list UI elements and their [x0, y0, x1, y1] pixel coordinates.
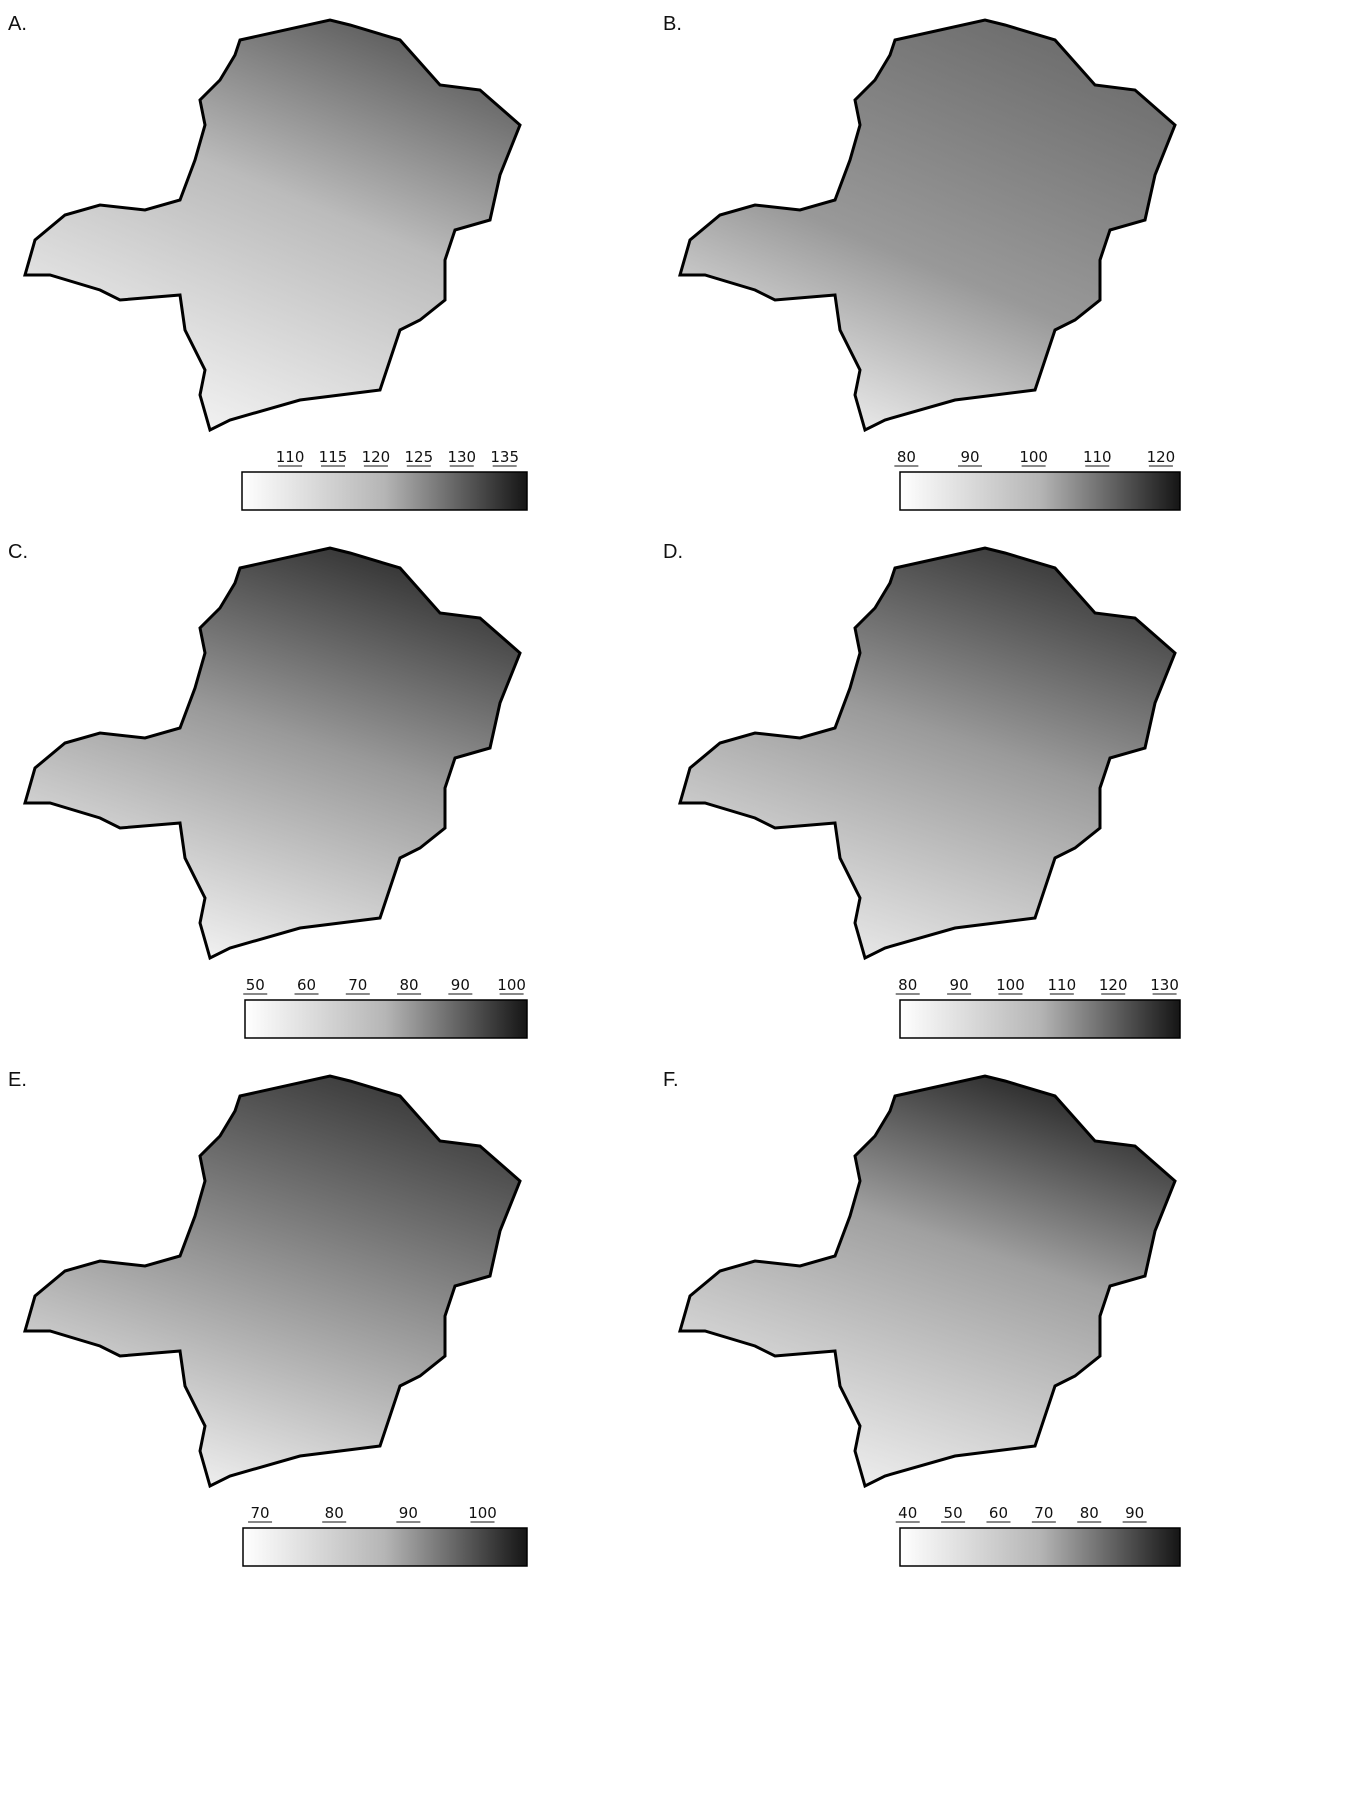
color-scale [245, 1000, 527, 1038]
state-map [25, 1076, 520, 1486]
scale-tick-label: 115 [319, 448, 348, 466]
color-scale [243, 1528, 527, 1566]
scale-tick-label: 80 [897, 448, 916, 466]
panel-label: B. [663, 13, 682, 35]
panel-label: F. [663, 1069, 679, 1091]
scale-tick-label: 125 [405, 448, 434, 466]
map-panel: F. 40 50 60 70 80 90 [663, 1069, 1180, 1566]
scale-tick-label: 80 [898, 976, 917, 994]
scale-tick-label: 80 [325, 1504, 344, 1522]
scale-tick-label: 80 [400, 976, 419, 994]
map-panel: E. 70 80 90 100 [8, 1069, 527, 1566]
state-map [680, 1076, 1175, 1486]
map-panel: B. 80 90 100 110 120 [663, 13, 1180, 510]
color-scale [242, 472, 527, 510]
scale-tick-label: 90 [950, 976, 969, 994]
state-map [25, 20, 520, 430]
scale-tick-label: 100 [468, 1504, 497, 1522]
scale-tick-label: 100 [996, 976, 1025, 994]
scale-tick-label: 90 [960, 448, 979, 466]
scale-tick-label: 120 [1147, 448, 1176, 466]
panel-label: E. [8, 1069, 27, 1091]
scale-tick-label: 90 [399, 1504, 418, 1522]
scale-tick-label: 50 [246, 976, 265, 994]
scale-tick-label: 70 [251, 1504, 270, 1522]
map-panel: A. 110 115 120 125 130 135 [8, 13, 527, 510]
color-scale [900, 1528, 1180, 1566]
scale-tick-label: 70 [1034, 1504, 1053, 1522]
scale-tick-label: 100 [1019, 448, 1048, 466]
scale-tick-label: 60 [989, 1504, 1008, 1522]
figure: A. 110 115 120 125 130 135 B. 80 90 100 110 120 C. 50 6… [0, 0, 1362, 1814]
scale-tick-label: 70 [348, 976, 367, 994]
state-map [680, 548, 1175, 958]
panel-label: D. [663, 541, 683, 563]
map-panel: C. 50 60 70 80 90 100 [8, 541, 527, 1038]
scale-tick-label: 110 [1083, 448, 1112, 466]
scale-tick-label: 110 [276, 448, 305, 466]
panel-label: A. [8, 13, 27, 35]
scale-tick-label: 100 [497, 976, 526, 994]
scale-tick-label: 50 [944, 1504, 963, 1522]
state-map [25, 548, 520, 958]
scale-tick-label: 40 [898, 1504, 917, 1522]
scale-tick-label: 60 [297, 976, 316, 994]
scale-tick-label: 120 [1099, 976, 1128, 994]
state-map [680, 20, 1175, 430]
scale-tick-label: 90 [1125, 1504, 1144, 1522]
scale-tick-label: 130 [447, 448, 476, 466]
scale-tick-label: 90 [451, 976, 470, 994]
map-panel: D. 80 90 100 110 120 130 [663, 541, 1180, 1038]
maps-figure: A. 110 115 120 125 130 135 B. 80 90 100 110 120 C. 50 6… [0, 0, 1362, 1814]
color-scale [900, 472, 1180, 510]
scale-tick-label: 120 [362, 448, 391, 466]
scale-tick-label: 80 [1080, 1504, 1099, 1522]
scale-tick-label: 130 [1150, 976, 1179, 994]
scale-tick-label: 110 [1048, 976, 1077, 994]
color-scale [900, 1000, 1180, 1038]
scale-tick-label: 135 [490, 448, 519, 466]
panel-label: C. [8, 541, 28, 563]
